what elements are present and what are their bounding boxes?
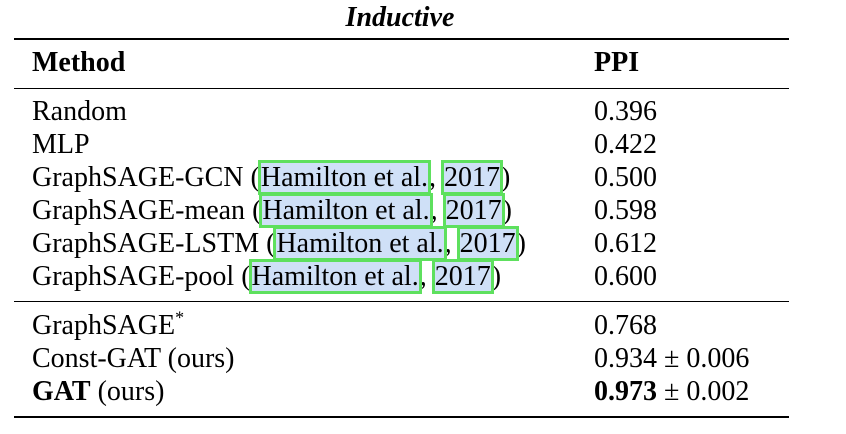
table-row-ppi: 0.422 [594, 129, 657, 160]
method-name: GAT [32, 376, 91, 407]
section-rule [14, 301, 789, 302]
ppi-std: ± 0.002 [657, 376, 750, 407]
table-row-method: Const-GAT (ours) [32, 342, 235, 375]
method-name: Const-GAT [32, 343, 161, 374]
citation-link[interactable]: Hamilton et al. [273, 226, 447, 261]
citation-year-link[interactable]: 2017 [431, 259, 494, 294]
table-row-ppi: 0.500 [594, 162, 657, 193]
method-suffix: (ours) [160, 343, 235, 374]
bottom-rule [14, 416, 789, 418]
table-row-ppi: 0.600 [594, 261, 657, 292]
table-row-ppi: 0.768 [594, 310, 657, 341]
table-row-method: GAT (ours) [32, 375, 164, 408]
table-caption: Inductive [345, 2, 455, 33]
method-name: GraphSAGE-LSTM [32, 228, 260, 259]
citation-link[interactable]: Hamilton et al. [259, 193, 433, 228]
method-suffix: (ours) [90, 376, 165, 407]
method-name: GraphSAGE [32, 310, 176, 341]
method-name: GraphSAGE-pool [32, 261, 235, 292]
footnote-marker: * [175, 307, 185, 328]
citation-year-link[interactable]: 2017 [441, 160, 504, 195]
ppi-std: ± 0.006 [657, 343, 750, 374]
table-row-method: GraphSAGE-LSTM (Hamilton et al., 2017) [32, 226, 526, 261]
header-method: Method [32, 47, 126, 78]
ppi-value: 0.973 [594, 376, 657, 407]
header-ppi: PPI [594, 47, 640, 78]
citation-year-link[interactable]: 2017 [442, 193, 505, 228]
table-row-method: GraphSAGE-pool (Hamilton et al., 2017) [32, 259, 502, 294]
citation-link[interactable]: Hamilton et al. [257, 160, 432, 195]
top-rule [14, 38, 789, 40]
table-row-method: GraphSAGE-mean (Hamilton et al., 2017) [32, 193, 512, 228]
header-rule [14, 88, 789, 89]
table-row-ppi: 0.396 [594, 96, 657, 127]
method-name: GraphSAGE-mean [32, 195, 246, 226]
citation-link[interactable]: Hamilton et al. [248, 259, 422, 294]
table-row-ppi: 0.598 [594, 195, 657, 226]
table-row-ppi: 0.612 [594, 228, 657, 259]
table-row-method: GraphSAGE-GCN (Hamilton et al., 2017) [32, 160, 511, 195]
ppi-value: 0.934 [594, 343, 657, 374]
table-row-method: Random [32, 96, 127, 127]
table-row-ppi: 0.934 ± 0.006 [594, 342, 749, 375]
method-name: GraphSAGE-GCN [32, 162, 244, 193]
table-row-ppi: 0.973 ± 0.002 [594, 375, 749, 408]
table-row-method: GraphSAGE* [32, 309, 184, 342]
citation-year-link[interactable]: 2017 [456, 226, 519, 261]
table-row-method: MLP [32, 129, 90, 160]
